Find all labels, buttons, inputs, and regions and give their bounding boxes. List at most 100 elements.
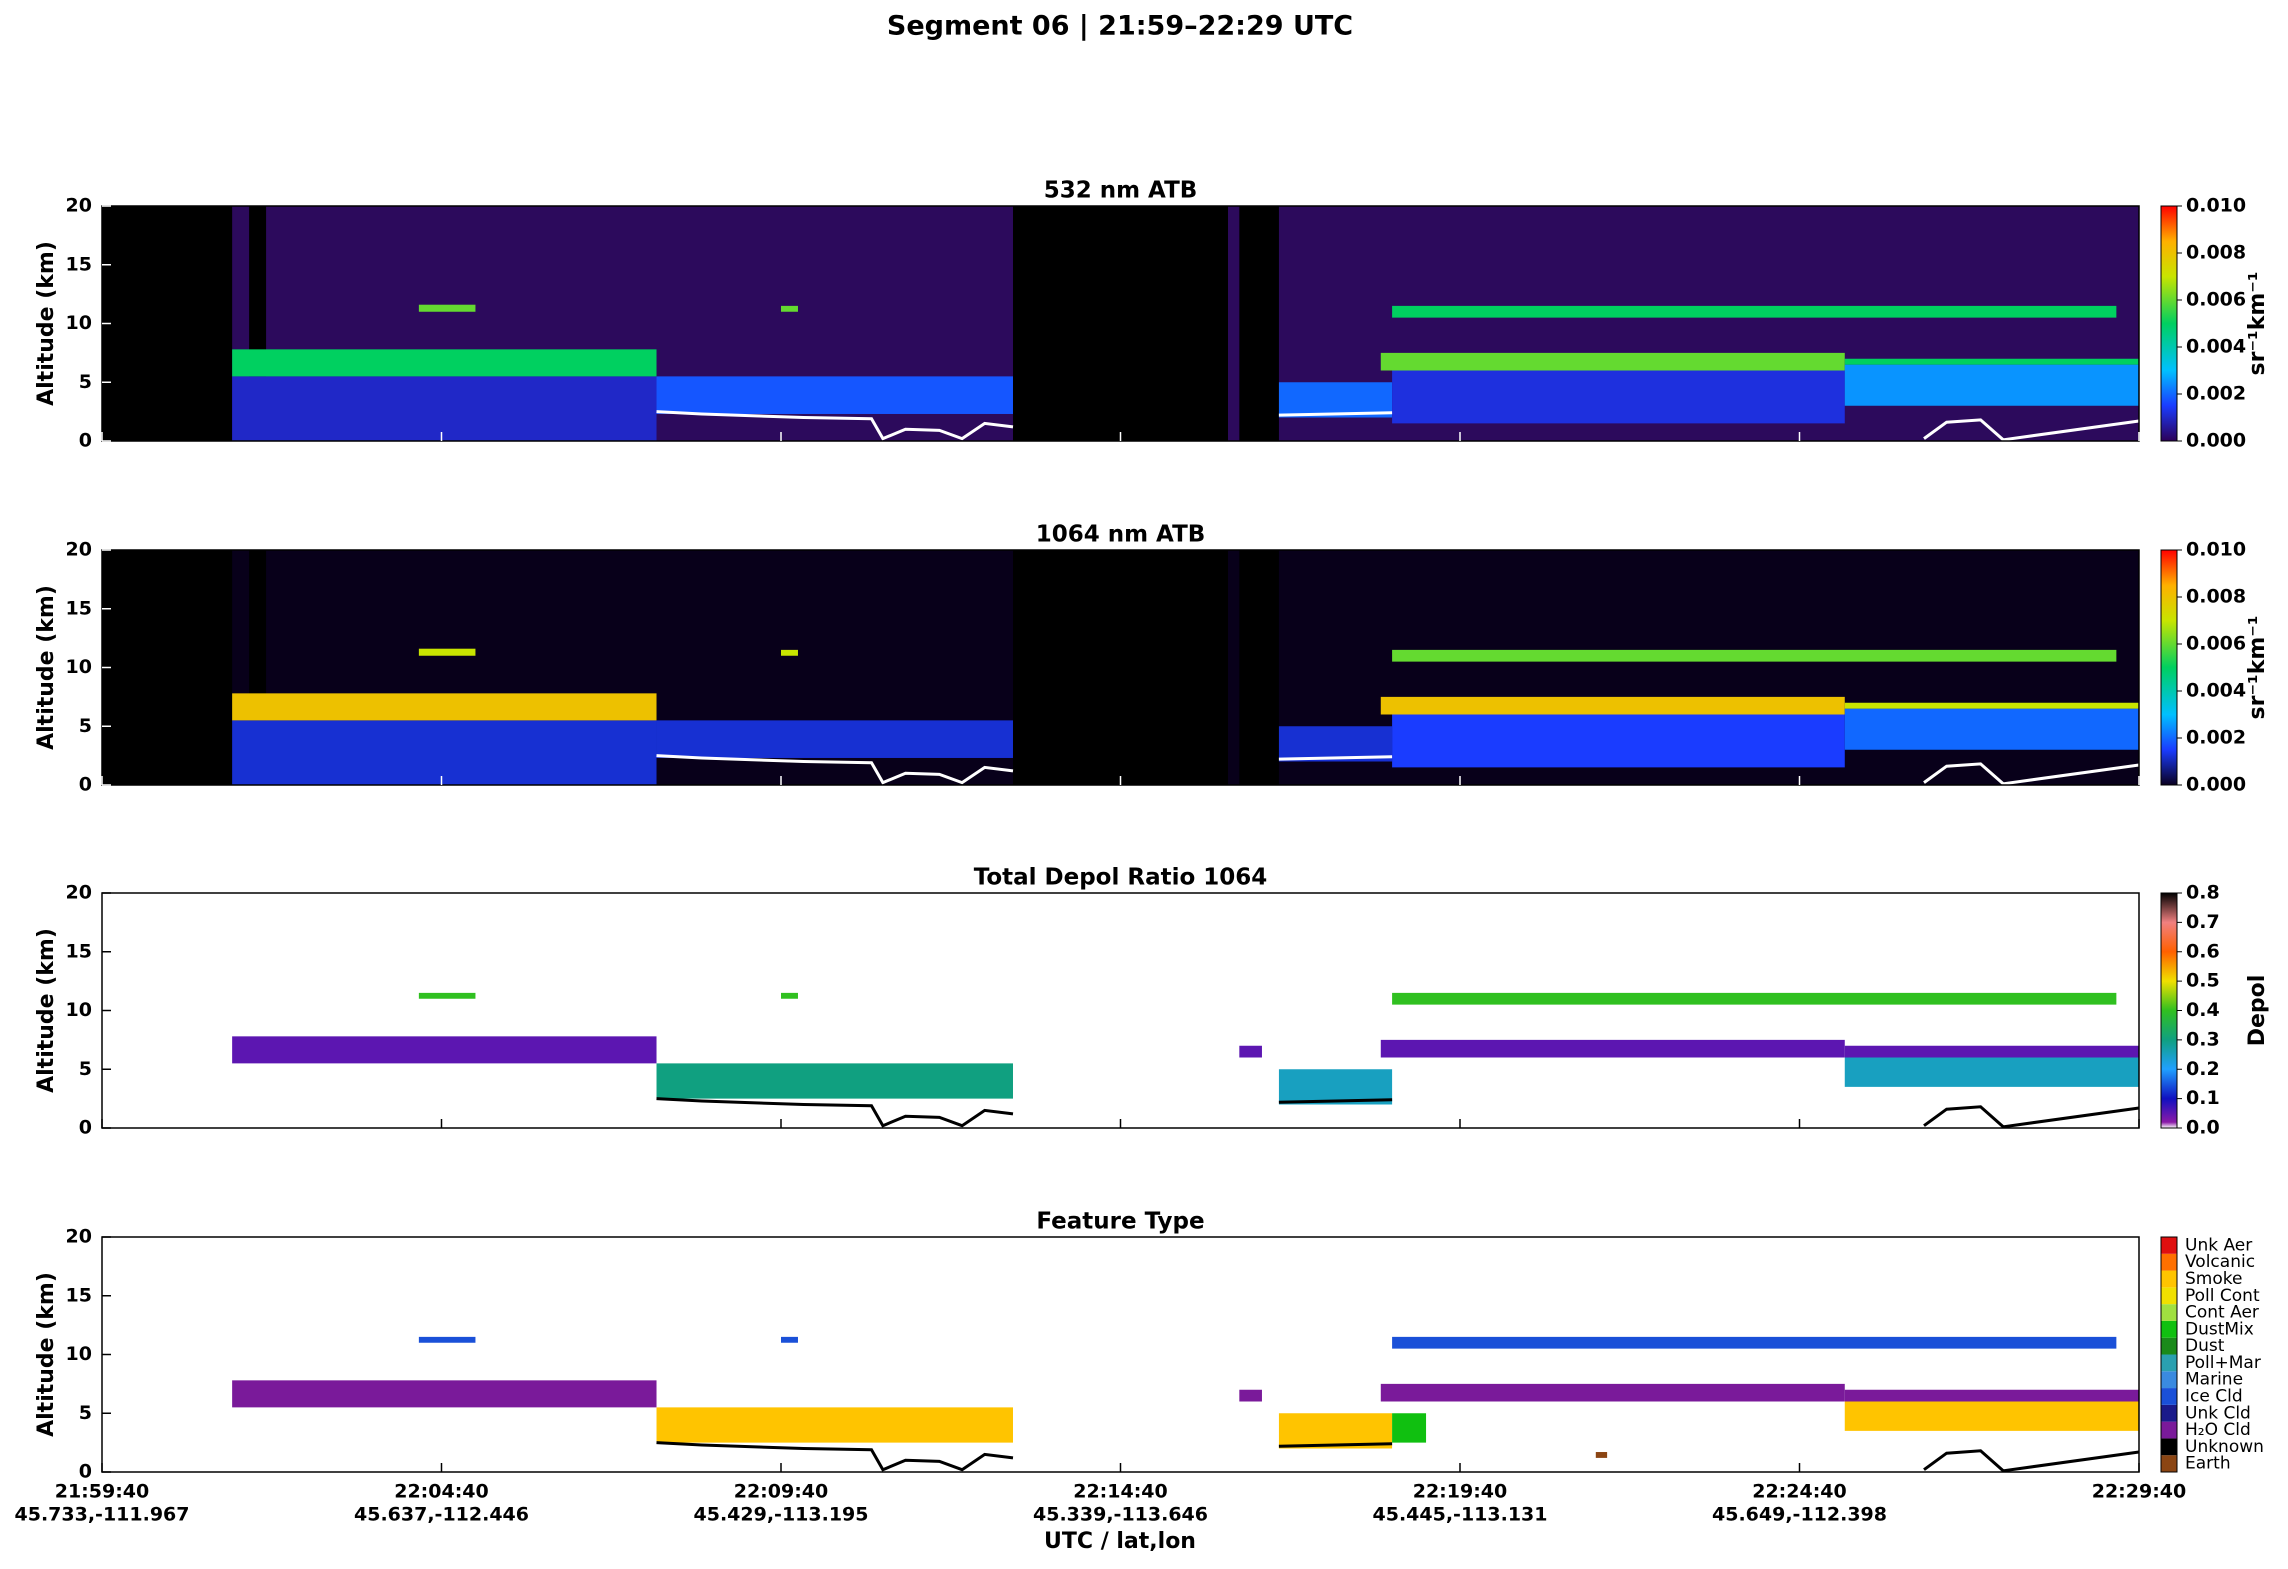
no-data-region bbox=[1239, 550, 1279, 785]
panel-title: 532 nm ATB bbox=[1044, 178, 1198, 204]
feature-layer bbox=[1844, 364, 2139, 406]
feature-layer bbox=[656, 1063, 1013, 1099]
feature-layer bbox=[1278, 382, 1393, 418]
colorbar-tick-label: 0.006 bbox=[2186, 633, 2246, 655]
no-data-region bbox=[1012, 550, 1229, 785]
feature-layer bbox=[1278, 726, 1393, 762]
x-tick-label: 22:09:40 bbox=[734, 1481, 829, 1503]
y-tick-label: 5 bbox=[79, 1402, 92, 1424]
colorbar-class-label: Unk Aer bbox=[2185, 1235, 2252, 1255]
colorbar-class bbox=[2161, 1320, 2177, 1338]
colorbar-class bbox=[2161, 1388, 2177, 1405]
feature-layer bbox=[1844, 702, 2139, 709]
panel-title: Feature Type bbox=[1036, 1209, 1204, 1235]
colorbar-class-label: DustMix bbox=[2185, 1319, 2254, 1339]
surface-line bbox=[656, 754, 2140, 786]
feature-layer bbox=[656, 720, 1013, 758]
feature-layer bbox=[1392, 1413, 1427, 1443]
colorbar-class bbox=[2161, 1371, 2177, 1389]
colorbar-tick-label: 0.008 bbox=[2186, 586, 2246, 608]
colorbar-label: Depol bbox=[2245, 975, 2270, 1047]
feature-layer bbox=[418, 992, 476, 999]
colorbar-tick-label: 0.008 bbox=[2186, 242, 2246, 264]
colorbar-class bbox=[2161, 1438, 2177, 1456]
colorbar-class-label: H₂O Cld bbox=[2185, 1420, 2251, 1440]
colorbar-label: sr⁻¹km⁻¹ bbox=[2245, 272, 2270, 376]
feature-layer bbox=[1844, 1401, 2139, 1431]
feature-layer bbox=[1844, 708, 2139, 750]
y-axis-label: Altitude (km) bbox=[34, 585, 59, 750]
panel-title: Total Depol Ratio 1064 bbox=[974, 865, 1268, 891]
colorbar-class bbox=[2161, 1337, 2177, 1355]
x-tick-label: 22:04:40 bbox=[394, 1481, 489, 1503]
feature-layer bbox=[418, 304, 476, 312]
surface-line bbox=[656, 1441, 2140, 1473]
colorbar-tick-label: 0.3 bbox=[2186, 1028, 2220, 1050]
colorbar-tick-label: 0.002 bbox=[2186, 727, 2246, 749]
feature-layer bbox=[1380, 1039, 1845, 1058]
plot-background bbox=[102, 1237, 2139, 1472]
colorbar-class bbox=[2161, 1270, 2177, 1288]
y-tick-label: 15 bbox=[66, 253, 92, 275]
feature-layer bbox=[1844, 358, 2139, 365]
feature-layer bbox=[1844, 1389, 2139, 1402]
surface-line bbox=[656, 410, 2140, 442]
colorbar-tick-label: 0.000 bbox=[2186, 430, 2246, 452]
y-tick-label: 0 bbox=[79, 1117, 92, 1139]
feature-layer bbox=[1392, 370, 1845, 424]
feature-layer bbox=[418, 1336, 476, 1343]
x-tick-label: 21:59:40 bbox=[55, 1481, 150, 1503]
feature-layer bbox=[232, 349, 657, 377]
y-tick-label: 10 bbox=[66, 999, 92, 1021]
feature-layer bbox=[1392, 714, 1845, 768]
colorbar-tick-label: 0.000 bbox=[2186, 774, 2246, 796]
feature-layer bbox=[656, 376, 1013, 414]
y-tick-label: 20 bbox=[66, 882, 92, 904]
y-tick-label: 15 bbox=[66, 940, 92, 962]
colorbar-class-label: Poll Cont bbox=[2185, 1286, 2260, 1306]
colorbar-tick-label: 0.2 bbox=[2186, 1058, 2220, 1080]
x-axis-label: UTC / lat,lon bbox=[1044, 1529, 1196, 1554]
y-tick-label: 5 bbox=[79, 1058, 92, 1080]
feature-layer bbox=[232, 376, 657, 441]
feature-layer bbox=[418, 648, 476, 656]
y-tick-label: 15 bbox=[66, 597, 92, 619]
x-tick-coords: 45.649,-112.398 bbox=[1712, 1504, 1887, 1526]
x-tick-coords: 45.429,-113.195 bbox=[694, 1504, 869, 1526]
feature-layer bbox=[1380, 352, 1845, 371]
y-tick-label: 20 bbox=[66, 539, 92, 561]
y-tick-label: 5 bbox=[79, 715, 92, 737]
colorbar-tick-label: 0.010 bbox=[2186, 195, 2246, 217]
feature-layer bbox=[1392, 1336, 2117, 1349]
y-tick-label: 20 bbox=[66, 195, 92, 217]
x-tick-coords: 45.445,-113.131 bbox=[1373, 1504, 1548, 1526]
y-tick-label: 20 bbox=[66, 1226, 92, 1248]
feature-layer bbox=[232, 1380, 657, 1408]
colorbar-class-label: Poll+Mar bbox=[2185, 1353, 2261, 1373]
colorbar-class bbox=[2161, 1455, 2177, 1472]
y-tick-label: 5 bbox=[79, 371, 92, 393]
x-tick-label: 22:29:40 bbox=[2092, 1481, 2187, 1503]
colorbar-tick-label: 0.5 bbox=[2186, 970, 2220, 992]
feature-layer bbox=[232, 1036, 657, 1064]
feature-layer bbox=[1278, 1413, 1393, 1449]
feature-layer bbox=[781, 649, 798, 656]
colorbar-class bbox=[2161, 1421, 2177, 1439]
no-data-region bbox=[102, 550, 233, 785]
colorbar-label: sr⁻¹km⁻¹ bbox=[2245, 616, 2270, 720]
y-tick-label: 0 bbox=[79, 430, 92, 452]
feature-layer bbox=[1844, 1057, 2139, 1087]
page-title: Segment 06 | 21:59–22:29 UTC bbox=[887, 11, 1353, 42]
colorbar-class-label: Earth bbox=[2185, 1454, 2231, 1474]
y-axis-label: Altitude (km) bbox=[34, 1272, 59, 1437]
surface-line bbox=[656, 1097, 2140, 1129]
feature-layer bbox=[1595, 1452, 1608, 1458]
x-tick-label: 22:19:40 bbox=[1413, 1481, 1508, 1503]
colorbar-class-label: Ice Cld bbox=[2185, 1386, 2243, 1406]
colorbar-class-label: Volcanic bbox=[2185, 1252, 2255, 1272]
y-tick-label: 10 bbox=[66, 312, 92, 334]
colorbar-class-label: Unknown bbox=[2185, 1437, 2264, 1457]
colorbar-class-label: Cont Aer bbox=[2185, 1303, 2259, 1323]
feature-layer bbox=[1239, 1389, 1262, 1402]
y-tick-label: 10 bbox=[66, 656, 92, 678]
